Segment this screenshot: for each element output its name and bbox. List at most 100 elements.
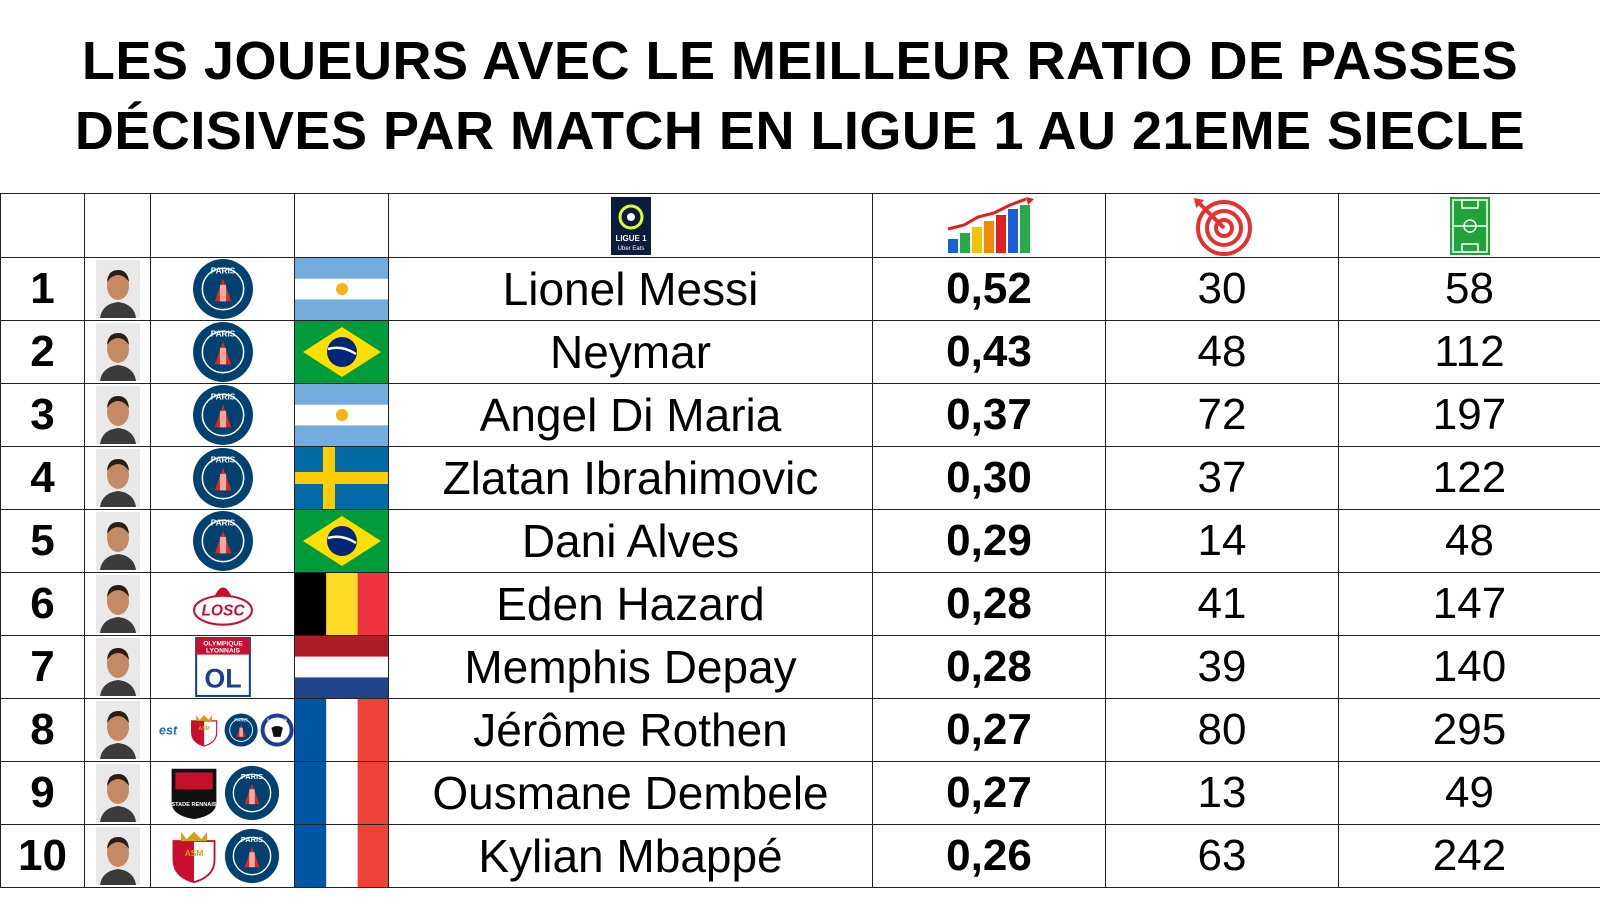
player-photo — [95, 764, 140, 822]
assist-ratio: 0,29 — [872, 509, 1106, 573]
player-photo — [95, 638, 140, 696]
matches-count: 112 — [1338, 320, 1600, 384]
table-row: 3 PARIS Angel Di Maria 0,37 72 197 — [0, 383, 1600, 447]
table-row: 7 OLYMPIQUE LYONNAIS OL Memphis Depay 0,28 39 1… — [0, 635, 1600, 699]
club-cell: OLYMPIQUE LYONNAIS OL — [150, 635, 295, 699]
flag-cell — [294, 824, 389, 888]
player-photo — [95, 323, 140, 381]
rising-bar-chart-icon — [947, 196, 1034, 253]
assist-ratio: 0,52 — [872, 257, 1106, 321]
club-cell: LOSC — [150, 572, 295, 636]
title-line-1: LES JOUEURS AVEC LE MEILLEUR RATIO DE PA… — [81, 31, 1519, 91]
matches-count: 242 — [1338, 824, 1600, 888]
svg-text:S.C. BASTIA: S.C. BASTIA — [267, 718, 288, 722]
rank-cell: 4 — [0, 446, 85, 510]
svg-text:PARIS: PARIS — [210, 456, 235, 465]
matches-count: 58 — [1338, 257, 1600, 321]
player-photo — [95, 449, 140, 507]
header-competition: LIGUE 1 Uber Eats — [388, 193, 873, 258]
page-title: LES JOUEURS AVEC LE MEILLEUR RATIO DE PA… — [0, 0, 1600, 192]
assists-count: 30 — [1105, 257, 1339, 321]
france-flag-icon — [295, 825, 388, 887]
header-matches — [1338, 193, 1600, 258]
table-row: 2 PARIS Neymar 0,43 48 112 — [0, 320, 1600, 384]
psg-crest-icon: PARIS — [192, 511, 253, 571]
table-row: 10 ASM PARIS Kylian Mbappé 0,26 63 242 — [0, 824, 1600, 888]
flag-cell — [294, 509, 389, 573]
football-pitch-icon — [1449, 196, 1490, 255]
svg-text:ASM: ASM — [184, 848, 203, 858]
flag-cell — [294, 635, 389, 699]
brazil-flag-icon — [295, 321, 388, 383]
argentina-flag-icon — [295, 258, 388, 320]
player-photo — [95, 260, 140, 318]
psg-crest-icon: PARIS — [192, 322, 253, 382]
sweden-flag-icon — [295, 447, 388, 509]
assists-count: 63 — [1105, 824, 1339, 888]
photo-cell — [84, 320, 151, 384]
player-photo — [95, 512, 140, 570]
player-name: Jérôme Rothen — [388, 698, 873, 762]
svg-text:OL: OL — [204, 664, 241, 694]
club-cell: PARIS — [150, 320, 295, 384]
belgium-flag-icon — [295, 573, 388, 635]
photo-cell — [84, 509, 151, 573]
assist-ratio: 0,26 — [872, 824, 1106, 888]
table-row: 9 STADE RENNAIS PARIS Ousmane Dembele 0,27 13… — [0, 761, 1600, 825]
argentina-flag-icon — [295, 384, 388, 446]
svg-text:LYONNAIS: LYONNAIS — [205, 648, 240, 655]
france-flag-icon — [295, 762, 388, 824]
matches-count: 140 — [1338, 635, 1600, 699]
assists-count: 37 — [1105, 446, 1339, 510]
photo-cell — [84, 824, 151, 888]
rennes-crest-icon: STADE RENNAIS — [171, 768, 217, 820]
header-flag — [294, 193, 389, 258]
player-photo — [95, 386, 140, 444]
assist-ratio: 0,28 — [872, 572, 1106, 636]
assists-count: 48 — [1105, 320, 1339, 384]
monaco-crest-icon: ASM — [191, 715, 218, 747]
assist-ratio: 0,37 — [872, 383, 1106, 447]
svg-text:PARIS: PARIS — [210, 519, 235, 528]
assist-ratio: 0,43 — [872, 320, 1106, 384]
club-cell: PARIS — [150, 257, 295, 321]
club-cell: PARIS — [150, 383, 295, 447]
player-name: Angel Di Maria — [388, 383, 873, 447]
assists-count: 72 — [1105, 383, 1339, 447]
title-line-2: DÉCISIVES PAR MATCH EN LIGUE 1 AU 21EME … — [74, 101, 1526, 161]
matches-count: 49 — [1338, 761, 1600, 825]
netherlands-flag-icon — [295, 636, 388, 698]
photo-cell — [84, 446, 151, 510]
photo-cell — [84, 257, 151, 321]
club-cell: PARIS — [150, 446, 295, 510]
ligue1-text: LIGUE 1 — [615, 234, 647, 243]
svg-text:ASM: ASM — [199, 726, 210, 732]
svg-text:est: est — [159, 724, 178, 738]
assists-count: 14 — [1105, 509, 1339, 573]
svg-text:PARIS: PARIS — [234, 717, 248, 722]
player-name: Ousmane Dembele — [388, 761, 873, 825]
rank-cell: 3 — [0, 383, 85, 447]
player-photo — [95, 827, 140, 885]
svg-text:OLYMPIQUE: OLYMPIQUE — [203, 640, 243, 647]
table-row: 4 PARIS Zlatan Ibrahimovic 0,30 37 122 — [0, 446, 1600, 510]
psg-crest-icon: PARIS — [224, 828, 279, 884]
player-photo — [95, 575, 140, 633]
psg-crest-icon: PARIS — [224, 765, 279, 821]
club-cell: STADE RENNAIS PARIS — [150, 761, 295, 825]
matches-count: 295 — [1338, 698, 1600, 762]
assists-count: 80 — [1105, 698, 1339, 762]
svg-text:PARIS: PARIS — [210, 393, 235, 402]
france-flag-icon — [295, 699, 388, 761]
rank-cell: 2 — [0, 320, 85, 384]
header-rank — [0, 193, 85, 258]
svg-text:STADE RENNAIS: STADE RENNAIS — [171, 802, 217, 808]
player-name: Kylian Mbappé — [388, 824, 873, 888]
header-ratio — [872, 193, 1106, 258]
flag-cell — [294, 320, 389, 384]
header-photo — [84, 193, 151, 258]
club-cell: PARIS — [150, 509, 295, 573]
photo-cell — [84, 698, 151, 762]
target-icon — [1194, 197, 1252, 256]
